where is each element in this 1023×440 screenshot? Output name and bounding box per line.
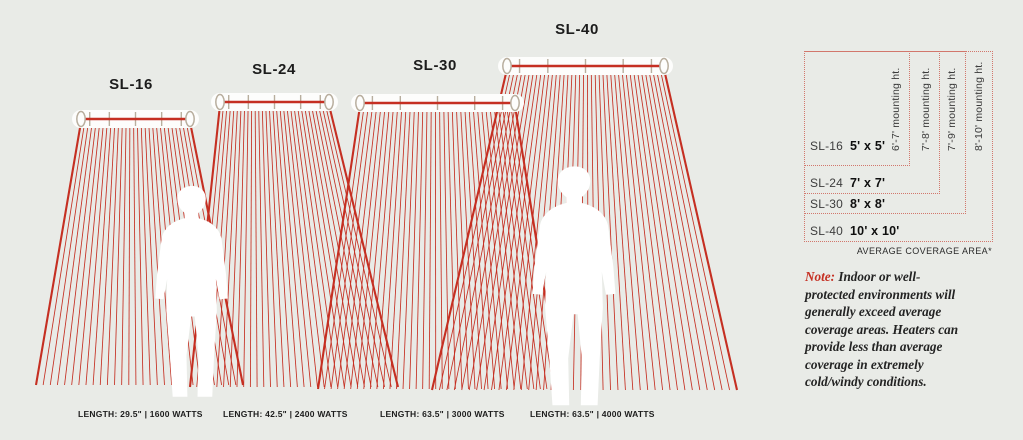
legend-model-sl30: SL-30 xyxy=(810,197,844,211)
fan-sl30 xyxy=(316,94,562,390)
mounting-height-label-sl16: 6'-7' mounting ht. xyxy=(890,67,902,152)
legend-model-sl40: SL-40 xyxy=(810,224,844,238)
legend-row-sl16: SL-16 5' x 5' xyxy=(810,139,885,153)
heater-endcap-icon xyxy=(215,93,225,111)
heater-endcap-icon xyxy=(502,57,512,75)
mounting-height-label-sl24: 7'-8' mounting ht. xyxy=(920,67,932,152)
length-watts-label-sl30: LENGTH: 63.5" | 3000 WATTS xyxy=(380,409,505,419)
length-watts-label-sl16: LENGTH: 29.5" | 1600 WATTS xyxy=(78,409,203,419)
note-label: Note: xyxy=(805,269,836,284)
legend-row-sl40: SL-40 10' x 10' xyxy=(810,224,899,238)
legend-coverage-sl16: 5' x 5' xyxy=(850,139,886,153)
heater-endcap-icon xyxy=(510,94,520,112)
legend-row-sl24: SL-24 7' x 7' xyxy=(810,176,885,190)
heater-endcap-icon xyxy=(324,93,334,111)
coverage-rect-sl16 xyxy=(804,51,910,166)
person-silhouette-large xyxy=(532,166,616,406)
mounting-height-label-sl30: 7'-9' mounting ht. xyxy=(946,67,958,152)
fan-title-sl40: SL-40 xyxy=(555,21,599,38)
legend-model-sl16: SL-16 xyxy=(810,139,844,153)
mounting-height-label-sl40: 8'-10' mounting ht. xyxy=(973,61,985,151)
legend-coverage-sl40: 10' x 10' xyxy=(850,224,900,238)
heater-endcap-icon xyxy=(355,94,365,112)
note-text: Indoor or well- protected environments w… xyxy=(805,269,959,390)
average-coverage-caption: AVERAGE COVERAGE AREA* xyxy=(856,246,992,256)
legend-model-sl24: SL-24 xyxy=(810,176,844,190)
length-watts-label-sl40: LENGTH: 63.5" | 4000 WATTS xyxy=(530,409,655,419)
fan-sl24 xyxy=(188,93,400,388)
length-watts-label-sl24: LENGTH: 42.5" | 2400 WATTS xyxy=(223,409,348,419)
legend-row-sl30: SL-30 8' x 8' xyxy=(810,197,885,211)
legend-coverage-sl30: 8' x 8' xyxy=(850,197,886,211)
heater-endcap-icon xyxy=(659,57,669,75)
heater-endcap-icon xyxy=(185,110,195,128)
fan-title-sl30: SL-30 xyxy=(413,57,457,74)
person-silhouette-small xyxy=(155,186,228,397)
legend-coverage-sl24: 7' x 7' xyxy=(850,176,886,190)
fan-title-sl16: SL-16 xyxy=(109,76,153,93)
heater-endcap-icon xyxy=(76,110,86,128)
note-block: Note: Indoor or well- protected environm… xyxy=(805,268,987,391)
fan-title-sl24: SL-24 xyxy=(252,61,296,78)
